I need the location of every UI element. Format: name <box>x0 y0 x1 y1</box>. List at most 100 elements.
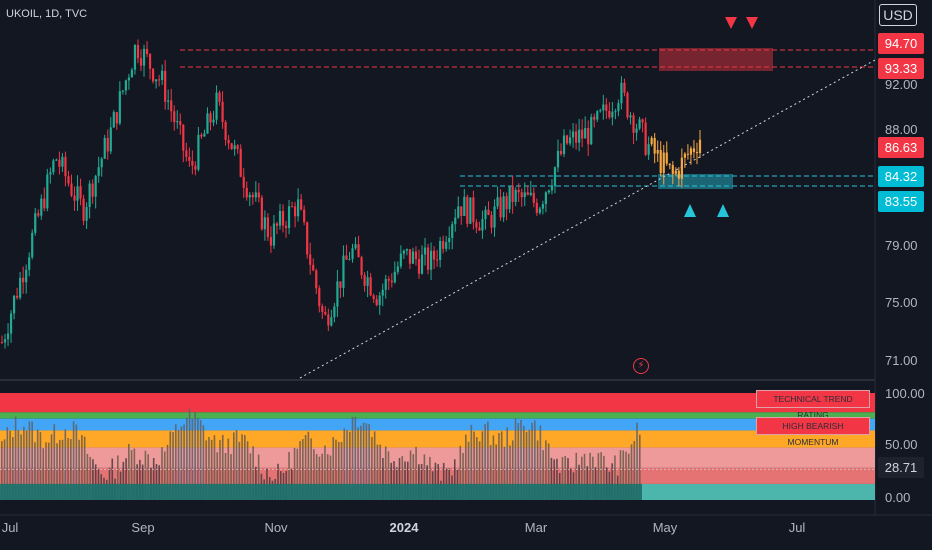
osc-bar <box>484 424 486 500</box>
candle-body <box>550 186 554 191</box>
oscillator-panel <box>0 393 875 500</box>
osc-bar <box>412 454 415 500</box>
candle-body <box>445 242 448 249</box>
symbol-label[interactable]: UKOIL, 1D, TVC <box>6 8 88 20</box>
osc-bar <box>191 418 194 500</box>
osc-bar <box>556 458 558 500</box>
osc-band <box>0 430 875 448</box>
osc-bar <box>503 446 506 500</box>
support-zone <box>658 174 733 189</box>
candle-body <box>106 138 109 152</box>
osc-bar <box>473 431 475 500</box>
candle-body <box>43 198 46 209</box>
candle-body <box>632 115 635 133</box>
osc-bar <box>296 448 299 500</box>
candle-body <box>315 270 318 289</box>
osc-bar <box>89 456 91 500</box>
candle-body <box>668 163 671 166</box>
candle-body <box>378 295 381 306</box>
candle-body <box>303 209 306 223</box>
osc-bar <box>122 461 125 500</box>
osc-bar <box>407 461 409 500</box>
osc-bar <box>255 466 257 500</box>
osc-band <box>0 418 875 431</box>
candle-body <box>505 196 508 210</box>
candle-body <box>617 103 620 112</box>
candle-body <box>423 247 427 255</box>
osc-bar <box>224 453 227 500</box>
candle-body <box>206 113 209 134</box>
osc-bar <box>550 457 553 500</box>
candle-body <box>602 104 605 111</box>
candle-body <box>0 342 4 344</box>
candle-body <box>269 237 273 246</box>
candle-body <box>203 133 206 137</box>
price-tick: 88.00 <box>885 122 918 137</box>
osc-bar <box>233 432 235 500</box>
candle-body <box>306 222 309 255</box>
osc-bar <box>246 441 249 500</box>
osc-bar <box>639 434 641 500</box>
osc-bar <box>459 445 462 500</box>
candle-body <box>439 241 442 260</box>
osc-bar <box>511 440 514 500</box>
candle-body <box>161 70 164 80</box>
osc-tick: 50.00 <box>885 437 918 452</box>
candle-body <box>502 196 505 218</box>
price-tick: 79.00 <box>885 238 918 253</box>
lightning-icon[interactable]: ⚡ <box>633 358 649 374</box>
candle-body <box>526 192 529 195</box>
osc-bar <box>9 430 11 500</box>
osc-bar <box>108 467 111 500</box>
osc-bar <box>144 450 147 500</box>
candle-body <box>148 53 152 69</box>
candle-body <box>420 254 424 274</box>
osc-bar <box>351 416 354 500</box>
osc-bar <box>376 444 379 500</box>
candle-body <box>82 198 85 221</box>
candle-body <box>245 187 248 198</box>
osc-bar <box>188 408 191 500</box>
candle-body <box>327 314 330 326</box>
candle-body <box>478 227 481 231</box>
osc-bar <box>630 444 633 500</box>
osc-bar <box>244 435 246 500</box>
osc-bar <box>423 454 426 500</box>
candle-body <box>562 135 566 155</box>
osc-bar <box>373 431 376 500</box>
osc-bar <box>315 454 318 500</box>
candle-body <box>644 122 647 155</box>
osc-bar <box>625 451 627 500</box>
candle-body <box>118 91 121 124</box>
candle-body <box>28 257 31 270</box>
candle-body <box>590 116 593 145</box>
osc-bar <box>636 422 638 500</box>
currency-button[interactable]: USD <box>879 4 917 26</box>
candle-body <box>19 277 22 298</box>
candle-body <box>221 101 224 123</box>
osc-bar <box>324 445 326 500</box>
osc-bar <box>12 437 14 500</box>
osc-bar <box>128 443 130 500</box>
osc-bar <box>586 466 589 500</box>
candle-body <box>674 170 677 174</box>
time-tick: Jul <box>788 520 806 535</box>
osc-bar <box>20 434 22 500</box>
candle-body <box>360 257 363 276</box>
candle-body <box>34 213 37 233</box>
candle-body <box>209 113 212 123</box>
candle-body <box>73 195 76 201</box>
candle-body <box>490 214 493 228</box>
candle-body <box>197 134 200 170</box>
osc-bar <box>302 439 304 500</box>
osc-bar <box>553 459 555 500</box>
osc-bar <box>6 427 9 500</box>
candle-body <box>532 192 535 203</box>
osc-bar <box>155 464 158 500</box>
osc-bar <box>150 467 152 500</box>
candle-body <box>671 165 674 174</box>
osc-bar <box>47 442 50 500</box>
osc-bar <box>434 462 437 500</box>
candle-body <box>88 183 91 208</box>
